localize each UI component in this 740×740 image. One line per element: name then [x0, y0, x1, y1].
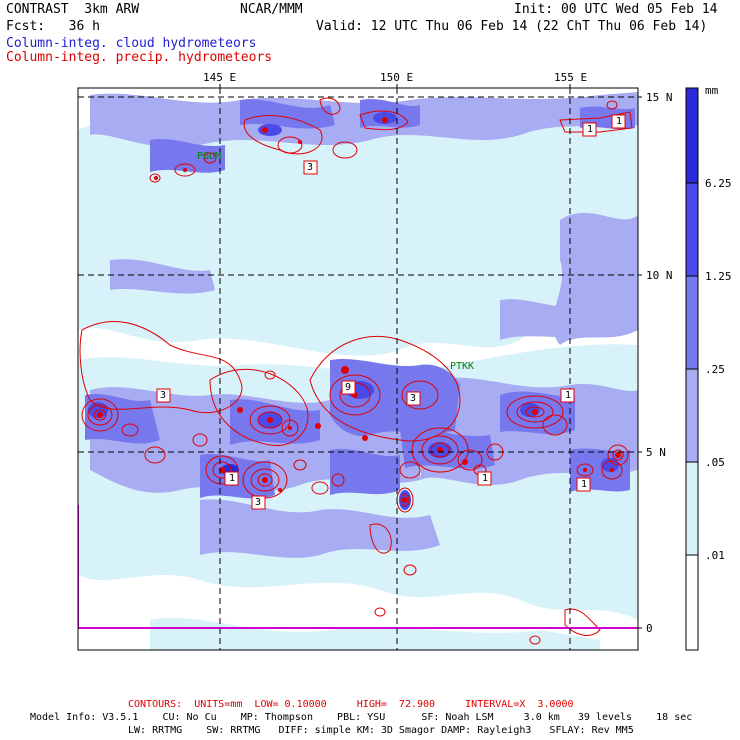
box-label: 3 — [160, 390, 167, 401]
model-info-line1: Model Info: V3.5.1 CU: No Cu MP: Thompso… — [30, 712, 693, 723]
lon-label-145: 145 E — [203, 71, 237, 84]
colorbar-swatch — [686, 369, 698, 462]
lat-lon-grid — [78, 88, 638, 650]
station-pgum: PGUM — [197, 151, 222, 162]
lat-label-15n: 15 N — [646, 91, 673, 104]
map-border — [77, 87, 639, 651]
box-label: 1 — [581, 479, 588, 490]
lat-label-0: 0 — [646, 622, 653, 635]
colorbar-level: .05 — [705, 456, 725, 469]
init-time: Init: 00 UTC Wed 05 Feb 14 — [514, 2, 718, 17]
lat-label-5n: 5 N — [646, 446, 666, 459]
box-label: 3 — [307, 162, 314, 173]
colorbar-level: .25 — [705, 363, 725, 376]
colorbar-swatch — [686, 276, 698, 369]
box-label: 1 — [616, 116, 623, 127]
colorbar-level: 1.25 — [705, 270, 732, 283]
colorbar-swatch — [686, 462, 698, 555]
box-label: 1 — [229, 473, 236, 484]
box-label: 3 — [255, 497, 262, 508]
box-label: 1 — [482, 473, 489, 484]
center-title: NCAR/MMM — [240, 2, 303, 17]
colorbar-units: mm — [705, 84, 719, 97]
colorbar-swatch — [686, 183, 698, 276]
field-cloud-label: Column-integ. cloud hydrometeors — [6, 36, 257, 51]
lon-label-155: 155 E — [554, 71, 588, 84]
valid-time: Valid: 12 UTC Thu 06 Feb 14 (22 ChT Thu … — [316, 19, 708, 34]
box-label-frames — [156, 114, 626, 510]
model-info-line2: LW: RRTMG SW: RRTMG DIFF: simple KM: 3D … — [128, 725, 634, 736]
field-precip-label: Column-integ. precip. hydrometeors — [6, 50, 273, 65]
cloud-field — [78, 92, 638, 650]
forecast-hour: Fcst: 36 h — [6, 19, 100, 34]
colorbar-swatch — [686, 88, 698, 183]
model-title: CONTRAST 3km ARW — [6, 2, 140, 17]
contour-info: CONTOURS: UNITS=mm LOW= 0.10000 HIGH= 72… — [128, 699, 574, 710]
colorbar-level: .01 — [705, 549, 725, 562]
colorbar-swatch — [686, 555, 698, 650]
box-label: 1 — [587, 124, 594, 135]
colorbar-level: 6.25 — [705, 177, 732, 190]
lat-label-10n: 10 N — [646, 269, 673, 282]
box-label: 1 — [565, 390, 572, 401]
box-label: 3 — [410, 393, 417, 404]
lon-label-150: 150 E — [380, 71, 414, 84]
box-label: 9 — [345, 382, 352, 393]
station-ptkk: PTKK — [450, 361, 475, 372]
